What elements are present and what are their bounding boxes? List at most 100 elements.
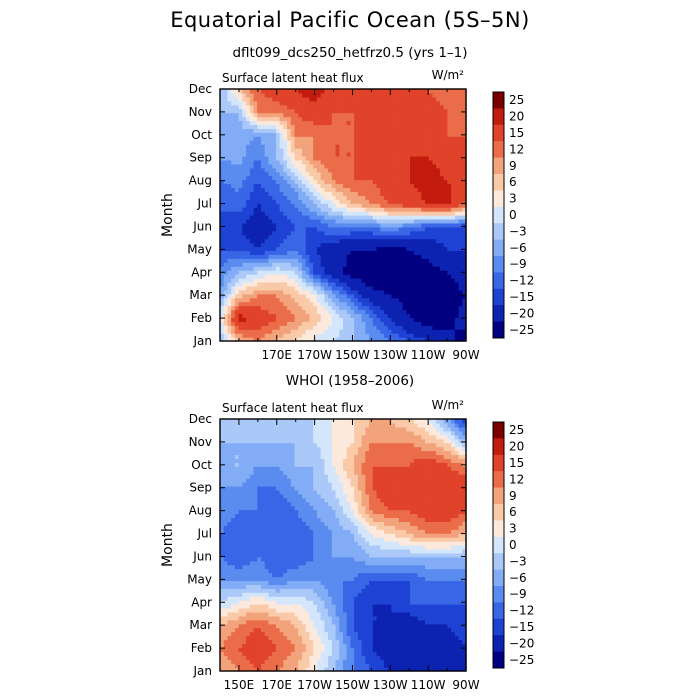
heatmap-cell <box>238 615 243 621</box>
heatmap-cell <box>458 234 463 240</box>
heatmap-cell <box>268 144 273 149</box>
heatmap-cell <box>234 297 240 303</box>
heatmap-cell <box>406 175 411 181</box>
heatmap-cell <box>238 482 243 487</box>
heatmap-cell <box>369 148 374 153</box>
heatmap-cell <box>439 274 445 279</box>
heatmap-cell <box>361 167 366 173</box>
heatmap-cell <box>425 297 430 303</box>
heatmap-cell <box>421 293 426 299</box>
heatmap-cell <box>275 234 281 240</box>
heatmap-cell <box>454 226 460 232</box>
heatmap-cell <box>227 136 232 141</box>
heatmap-cell <box>227 619 232 625</box>
heatmap-cell <box>279 329 284 334</box>
heatmap-cell <box>272 104 277 110</box>
heatmap-cell <box>238 250 243 255</box>
heatmap-cell <box>331 258 337 263</box>
heatmap-cell <box>365 325 370 330</box>
heatmap-cell <box>391 124 396 129</box>
heatmap-cell <box>272 238 277 244</box>
heatmap-cell <box>391 281 396 287</box>
heatmap-cell <box>253 446 258 452</box>
heatmap-cell <box>451 108 456 114</box>
heatmap-cell <box>257 297 262 303</box>
heatmap-cell <box>238 124 243 129</box>
heatmap-cell <box>234 592 240 597</box>
heatmap-cell <box>339 218 344 224</box>
heatmap-cell <box>305 285 311 291</box>
heatmap-cell <box>320 89 325 94</box>
heatmap-cell <box>331 152 337 157</box>
heatmap-cell <box>372 132 378 137</box>
heatmap-cell <box>454 179 460 185</box>
heatmap-cell <box>451 301 456 307</box>
heatmap-cell <box>223 313 229 318</box>
heatmap-cell <box>302 179 307 185</box>
heatmap-cell <box>302 124 307 129</box>
heatmap-cell <box>231 509 236 515</box>
heatmap-cell <box>279 317 284 322</box>
heatmap-cell <box>425 159 430 165</box>
y-tick-label: Nov <box>189 105 212 119</box>
heatmap-cell <box>234 485 240 491</box>
heatmap-cell <box>402 258 407 263</box>
heatmap-cell <box>302 266 307 271</box>
heatmap-cell <box>227 234 232 240</box>
heatmap-cell <box>425 104 430 110</box>
heatmap-cell <box>439 120 445 126</box>
heatmap-cell <box>447 333 452 338</box>
heatmap-cell <box>387 222 393 228</box>
heatmap-cell <box>417 317 422 322</box>
heatmap-cell <box>413 305 419 311</box>
heatmap-cell <box>246 655 251 660</box>
heatmap-cell <box>421 159 426 165</box>
heatmap-cell <box>454 116 460 122</box>
heatmap-cell <box>372 203 378 208</box>
heatmap-cell <box>227 600 232 605</box>
heatmap-cell <box>249 426 255 432</box>
heatmap-cell <box>402 266 407 271</box>
heatmap-cell <box>268 250 273 255</box>
heatmap-cell <box>313 274 318 279</box>
heatmap-cell <box>462 128 467 133</box>
heatmap-cell <box>302 270 307 275</box>
heatmap-cell <box>249 211 255 216</box>
heatmap-cell <box>421 144 426 149</box>
heatmap-cell <box>298 258 303 263</box>
heatmap-cell <box>234 215 240 220</box>
heatmap-cell <box>279 211 284 216</box>
heatmap-cell <box>335 281 340 287</box>
heatmap-cell <box>246 592 251 597</box>
heatmap-cell <box>369 199 374 204</box>
heatmap-cell <box>275 92 281 98</box>
heatmap-cell <box>324 199 329 204</box>
heatmap-cell <box>253 100 258 106</box>
heatmap-cell <box>331 104 337 110</box>
heatmap-cell <box>261 278 266 283</box>
heatmap-cell <box>268 258 273 263</box>
heatmap-cell <box>417 163 422 169</box>
heatmap-cell <box>331 222 337 228</box>
heatmap-cell <box>361 333 366 338</box>
heatmap-cell <box>283 333 288 338</box>
heatmap-cell <box>257 124 262 129</box>
heatmap-cell <box>339 116 344 122</box>
heatmap-cell <box>253 615 258 621</box>
heatmap-cell <box>439 116 445 122</box>
heatmap-cell <box>234 120 240 126</box>
heatmap-cell <box>320 203 325 208</box>
heatmap-cell <box>242 580 247 585</box>
heatmap-cell <box>391 285 396 291</box>
heatmap-cell <box>406 215 411 220</box>
heatmap-cell <box>354 215 359 220</box>
heatmap-cell <box>369 140 374 145</box>
heatmap-cell <box>354 128 359 133</box>
heatmap-cell <box>313 163 318 169</box>
heatmap-cell <box>272 234 277 240</box>
heatmap-cell <box>253 148 258 153</box>
colorbar-swatch <box>493 239 504 257</box>
heatmap-cell <box>328 211 333 216</box>
heatmap-cell <box>253 489 258 495</box>
heatmap-cell <box>425 155 430 161</box>
